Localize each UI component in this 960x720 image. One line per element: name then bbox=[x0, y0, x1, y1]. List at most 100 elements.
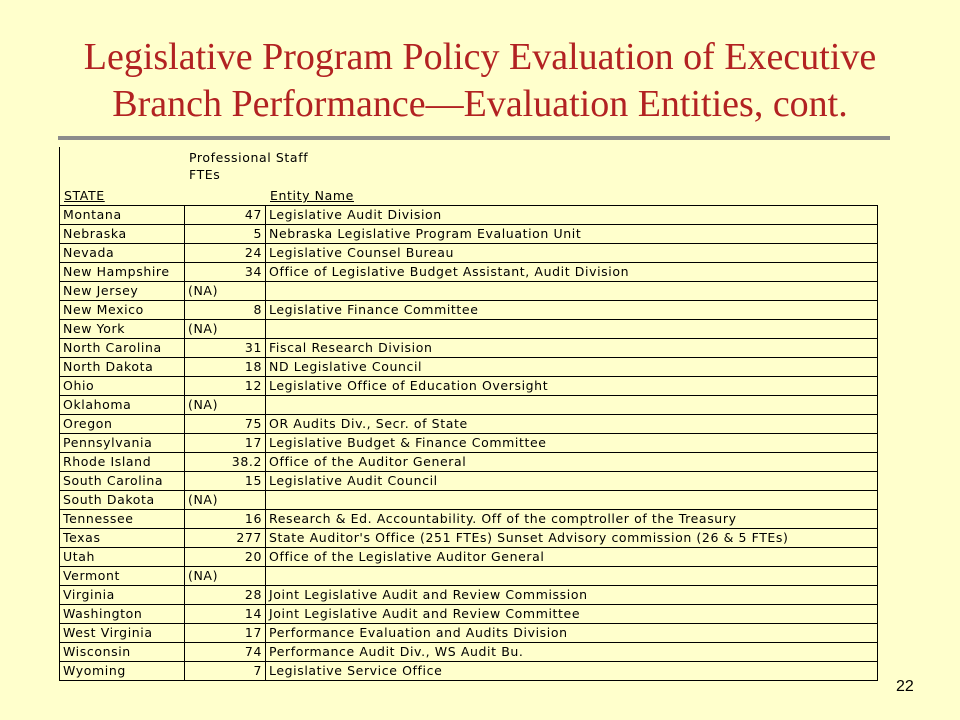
state-cell: Wisconsin bbox=[59, 642, 185, 662]
fte-cell: 74 bbox=[184, 642, 266, 662]
state-cell: Oklahoma bbox=[59, 395, 185, 415]
state-cell: Texas bbox=[59, 528, 185, 548]
entity-name-cell: Legislative Budget & Finance Committee bbox=[265, 433, 878, 453]
fte-cell: 34 bbox=[184, 262, 266, 282]
state-cell: Nevada bbox=[59, 243, 185, 263]
header-fte-line-1: Professional Staff bbox=[189, 150, 309, 165]
state-cell: South Dakota bbox=[59, 490, 185, 510]
table-row: South Dakota (NA) bbox=[59, 490, 878, 510]
entity-name-cell: Office of Legislative Budget Assistant, … bbox=[265, 262, 878, 282]
entity-name-cell: Legislative Service Office bbox=[265, 661, 878, 681]
entity-name-cell bbox=[265, 281, 878, 301]
table-row: Virginia 28 Joint Legislative Audit and Re… bbox=[59, 585, 878, 605]
slide-title: Legislative Program Policy Evaluation of… bbox=[0, 34, 960, 128]
entity-name-cell: Legislative Counsel Bureau bbox=[265, 243, 878, 263]
fte-cell: (NA) bbox=[184, 566, 266, 586]
table-row: Washington 14 Joint Legislative Audit and … bbox=[59, 604, 878, 624]
table-row: Ohio 12 Legislative Office of Education Ov… bbox=[59, 376, 878, 396]
entity-name-cell: Legislative Finance Committee bbox=[265, 300, 878, 320]
header-state: STATE bbox=[64, 188, 105, 203]
state-cell: Utah bbox=[59, 547, 185, 567]
fte-cell: 8 bbox=[184, 300, 266, 320]
table-row: Montana 47 Legislative Audit Division bbox=[59, 205, 878, 225]
state-cell: Nebraska bbox=[59, 224, 185, 244]
fte-cell: (NA) bbox=[184, 490, 266, 510]
state-cell: Oregon bbox=[59, 414, 185, 434]
entity-name-cell: Performance Evaluation and Audits Divisi… bbox=[265, 623, 878, 643]
fte-cell: 5 bbox=[184, 224, 266, 244]
fte-cell: 277 bbox=[184, 528, 266, 548]
fte-cell: 75 bbox=[184, 414, 266, 434]
table-row: New Jersey (NA) bbox=[59, 281, 878, 301]
state-cell: West Virginia bbox=[59, 623, 185, 643]
fte-cell: 17 bbox=[184, 433, 266, 453]
table-row: New Hampshire 34 Office of Legislative Bud… bbox=[59, 262, 878, 282]
fte-cell: 17 bbox=[184, 623, 266, 643]
table-row: Rhode Island 38.2 Office of the Auditor Ge… bbox=[59, 452, 878, 472]
fte-cell: 24 bbox=[184, 243, 266, 263]
fte-cell: 28 bbox=[184, 585, 266, 605]
table-row: New Mexico 8 Legislative Finance Committee bbox=[59, 300, 878, 320]
entity-name-cell bbox=[265, 319, 878, 339]
table-row: Oklahoma (NA) bbox=[59, 395, 878, 415]
state-cell: Virginia bbox=[59, 585, 185, 605]
entity-name-cell: Performance Audit Div., WS Audit Bu. bbox=[265, 642, 878, 662]
evaluation-entities-table: STATE Professional Staff FTEs Entity Nam… bbox=[59, 147, 878, 681]
entity-name-cell: Office of the Auditor General bbox=[265, 452, 878, 472]
table-row: Texas 277 State Auditor's Office (251 FTEs… bbox=[59, 528, 878, 548]
table-row: Nevada 24 Legislative Counsel Bureau bbox=[59, 243, 878, 263]
table-row: New York (NA) bbox=[59, 319, 878, 339]
table-row: North Carolina 31 Fiscal Research Division bbox=[59, 338, 878, 358]
entity-name-cell: OR Audits Div., Secr. of State bbox=[265, 414, 878, 434]
state-cell: South Carolina bbox=[59, 471, 185, 491]
entity-name-cell: ND Legislative Council bbox=[265, 357, 878, 377]
table-row: Nebraska 5 Nebraska Legislative Program Ev… bbox=[59, 224, 878, 244]
state-cell: New York bbox=[59, 319, 185, 339]
entity-name-cell: Nebraska Legislative Program Evaluation … bbox=[265, 224, 878, 244]
table-row: Utah 20 Office of the Legislative Auditor … bbox=[59, 547, 878, 567]
state-cell: Ohio bbox=[59, 376, 185, 396]
fte-cell: 47 bbox=[184, 205, 266, 225]
state-cell: Rhode Island bbox=[59, 452, 185, 472]
fte-cell: 14 bbox=[184, 604, 266, 624]
fte-cell: (NA) bbox=[184, 395, 266, 415]
entity-name-cell: Office of the Legislative Auditor Genera… bbox=[265, 547, 878, 567]
table-row: North Dakota 18 ND Legislative Council bbox=[59, 357, 878, 377]
fte-cell: 16 bbox=[184, 509, 266, 529]
fte-cell: 7 bbox=[184, 661, 266, 681]
slide-title-line-1: Legislative Program Policy Evaluation of… bbox=[83, 36, 877, 78]
fte-cell: 38.2 bbox=[184, 452, 266, 472]
table-row: South Carolina 15 Legislative Audit Counci… bbox=[59, 471, 878, 491]
entity-name-cell: Joint Legislative Audit and Review Commi… bbox=[265, 604, 878, 624]
table-row: Wyoming 7 Legislative Service Office bbox=[59, 661, 878, 681]
header-fte-line-2: FTEs bbox=[189, 167, 221, 182]
entity-name-cell bbox=[265, 490, 878, 510]
state-cell: Pennsylvania bbox=[59, 433, 185, 453]
table-row: Tennessee 16 Research & Ed. Accountability… bbox=[59, 509, 878, 529]
entity-name-cell: Joint Legislative Audit and Review Commi… bbox=[265, 585, 878, 605]
table-body: Montana 47 Legislative Audit Division Nebra… bbox=[59, 205, 878, 681]
table-row: Pennsylvania 17 Legislative Budget & Finan… bbox=[59, 433, 878, 453]
state-cell: North Carolina bbox=[59, 338, 185, 358]
table-row: Oregon 75 OR Audits Div., Secr. of State bbox=[59, 414, 878, 434]
fte-cell: 18 bbox=[184, 357, 266, 377]
table-row: Vermont (NA) bbox=[59, 566, 878, 586]
entity-name-cell: Legislative Office of Education Oversigh… bbox=[265, 376, 878, 396]
state-cell: Wyoming bbox=[59, 661, 185, 681]
slide-title-line-2: Branch Performance—Evaluation Entities, … bbox=[112, 83, 848, 125]
page-number: 22 bbox=[896, 678, 914, 695]
state-cell: New Jersey bbox=[59, 281, 185, 301]
state-cell: New Mexico bbox=[59, 300, 185, 320]
fte-cell: 20 bbox=[184, 547, 266, 567]
state-cell: Washington bbox=[59, 604, 185, 624]
fte-cell: 15 bbox=[184, 471, 266, 491]
entity-name-cell: Research & Ed. Accountability. Off of th… bbox=[265, 509, 878, 529]
fte-cell: 12 bbox=[184, 376, 266, 396]
fte-cell: (NA) bbox=[184, 281, 266, 301]
state-cell: North Dakota bbox=[59, 357, 185, 377]
state-cell: Tennessee bbox=[59, 509, 185, 529]
table-row: West Virginia 17 Performance Evaluation an… bbox=[59, 623, 878, 643]
table-header: STATE Professional Staff FTEs Entity Nam… bbox=[59, 147, 878, 205]
entity-name-cell: Legislative Audit Council bbox=[265, 471, 878, 491]
entity-name-cell: Fiscal Research Division bbox=[265, 338, 878, 358]
